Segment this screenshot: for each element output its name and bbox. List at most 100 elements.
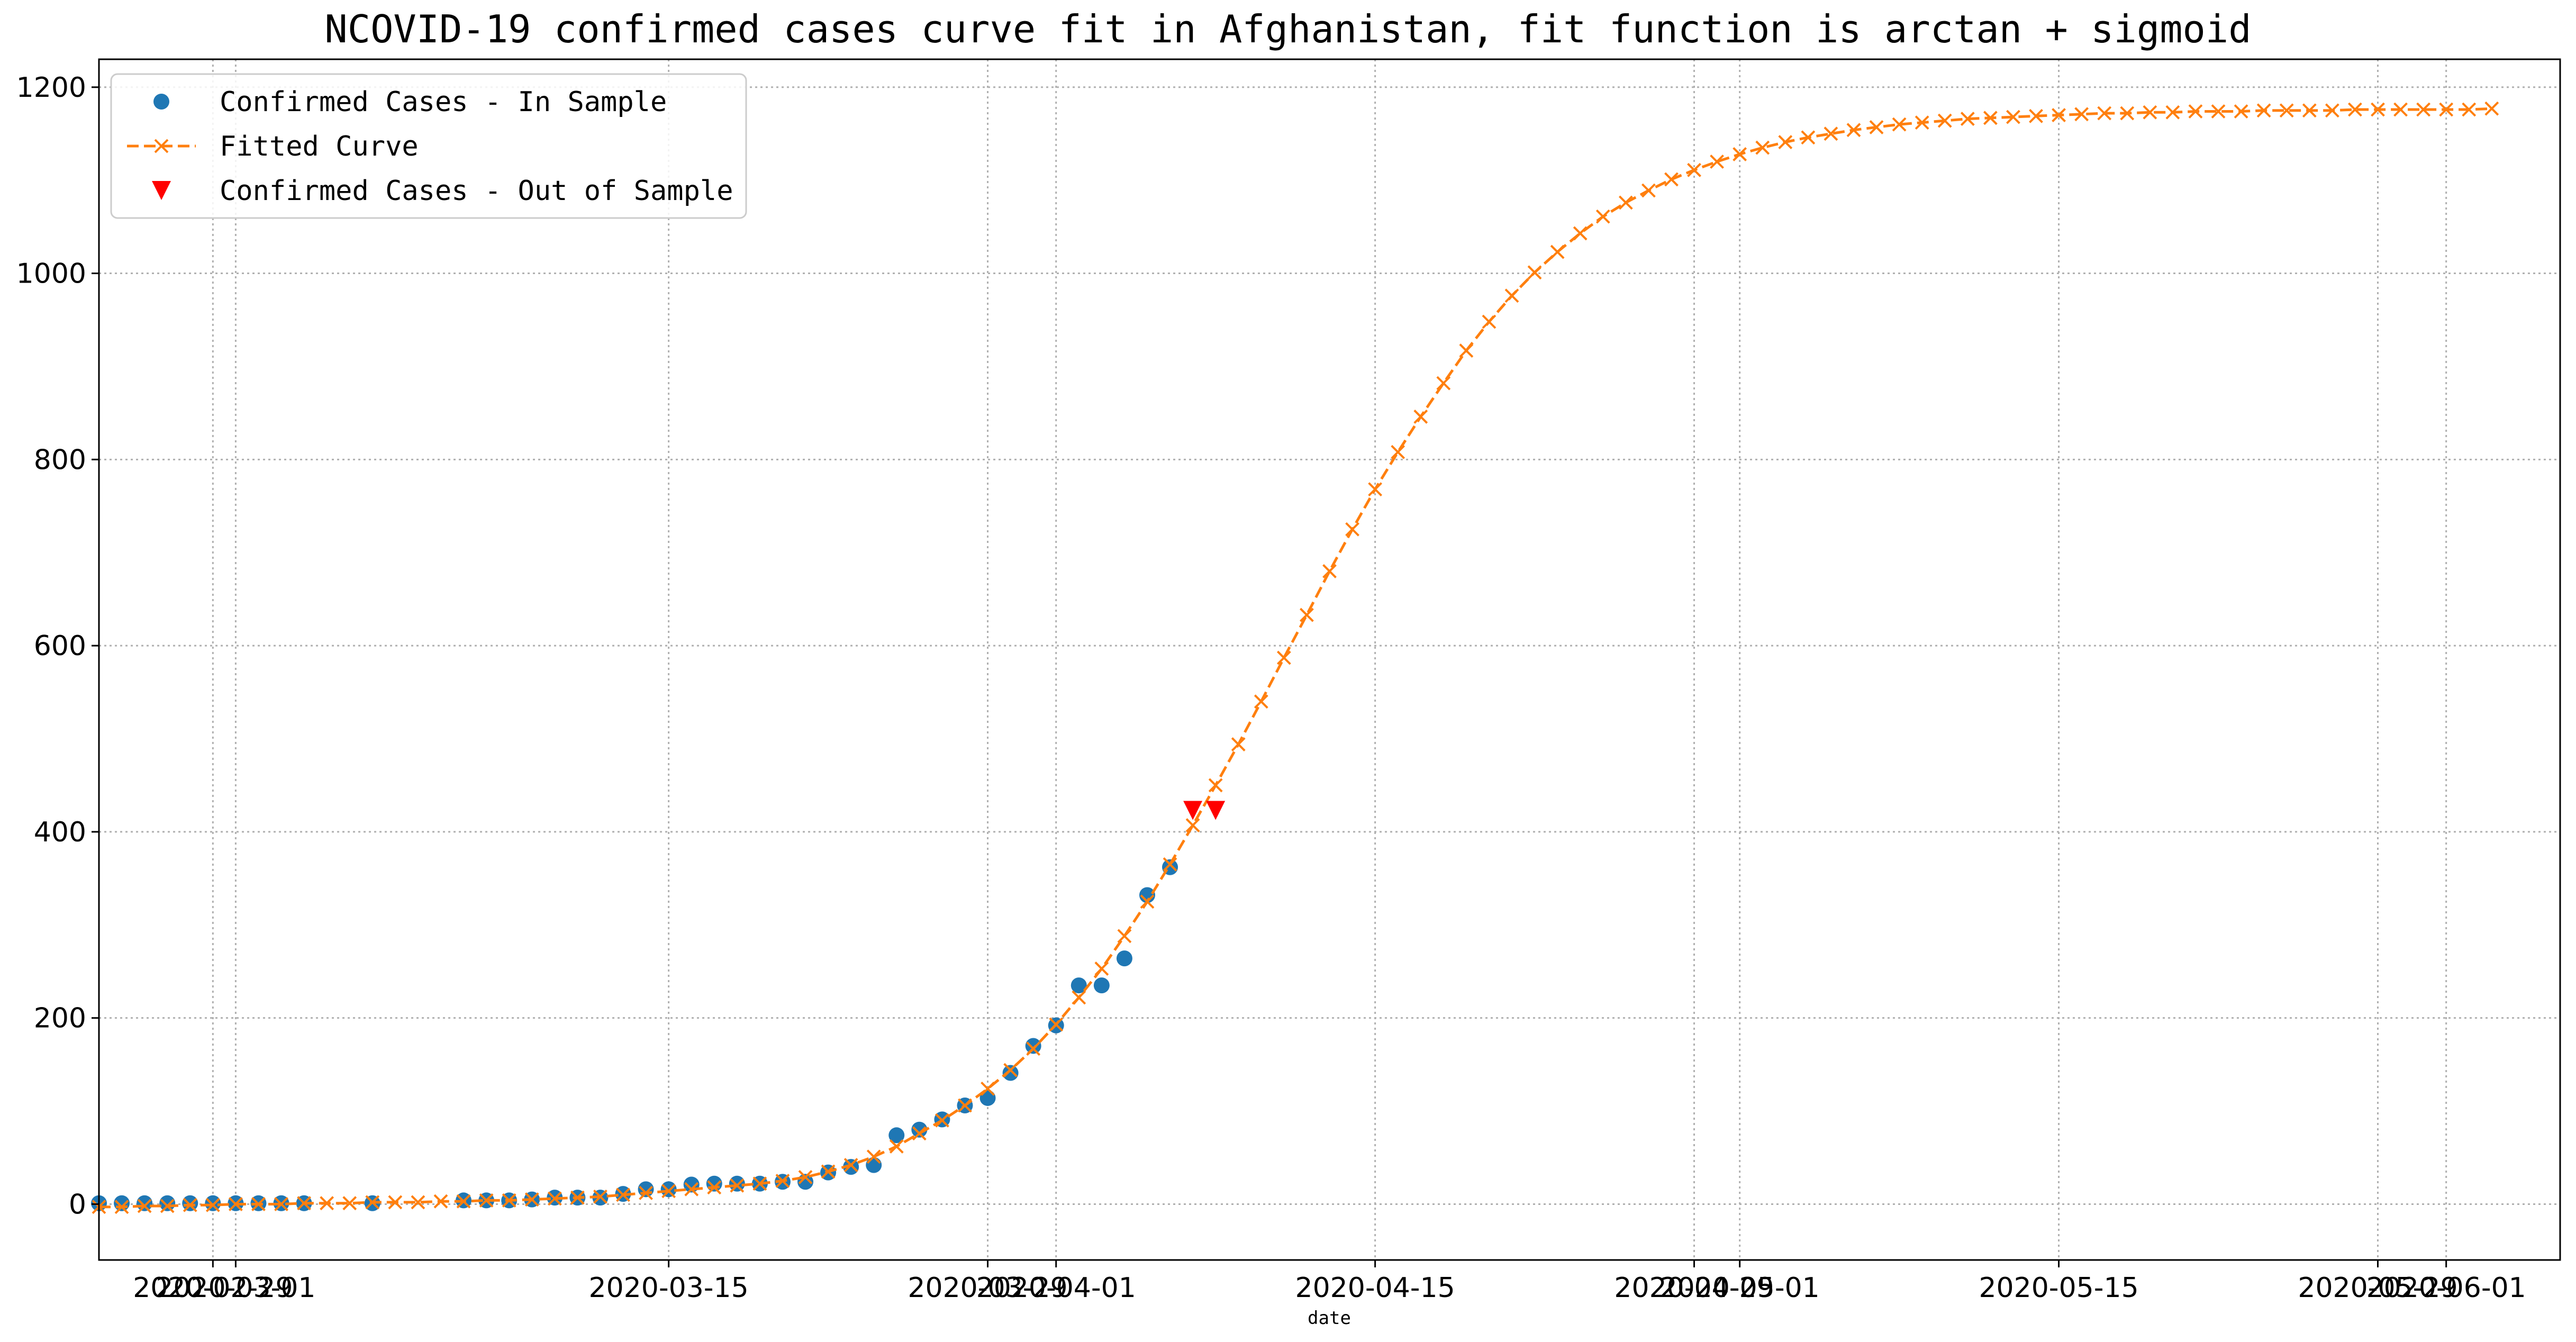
data-point (1846, 123, 1861, 138)
data-point (251, 1197, 266, 1211)
data-point (160, 1199, 175, 1213)
series-0 (91, 859, 1178, 1211)
data-point (2211, 104, 2226, 119)
data-point (1116, 950, 1132, 967)
legend-marker (154, 139, 169, 153)
data-point (593, 1189, 607, 1204)
data-point (2462, 102, 2477, 117)
data-point (1618, 195, 1633, 210)
data-point (2256, 103, 2271, 118)
data-point (524, 1192, 539, 1207)
x-tick-label: 2020-03-15 (589, 1272, 749, 1304)
data-point (660, 1181, 677, 1198)
data-point (1117, 929, 1132, 944)
data-point (114, 1200, 129, 1214)
legend-entry-label: Confirmed Cases - Out of Sample (220, 175, 733, 207)
data-point (274, 1197, 288, 1211)
data-point (639, 1185, 653, 1200)
data-point (1778, 135, 1793, 149)
data-point (798, 1170, 813, 1184)
data-point (1869, 120, 1884, 134)
x-tick-label: 2020-06-01 (2366, 1272, 2526, 1304)
data-point (1094, 962, 1109, 976)
data-point (2302, 103, 2317, 118)
data-point (958, 1098, 972, 1113)
data-point (616, 1187, 630, 1202)
data-point (159, 1195, 176, 1211)
data-point (1824, 126, 1838, 141)
data-point (1504, 288, 1519, 303)
data-point (888, 1127, 905, 1144)
data-point (1368, 482, 1383, 497)
data-point (684, 1182, 699, 1196)
y-tick-label: 800 (34, 444, 86, 476)
plot-frame (98, 58, 2561, 1261)
data-point (2439, 102, 2454, 117)
data-point (2097, 106, 2112, 121)
data-point (1482, 314, 1496, 329)
data-point (1276, 650, 1291, 665)
data-point (1026, 1041, 1041, 1056)
series-1 (92, 101, 2499, 1214)
data-point (1436, 376, 1451, 391)
data-point (1300, 607, 1314, 622)
data-point (1595, 209, 1610, 224)
x-tick-label: 2020-04-29 (1614, 1272, 1774, 1304)
data-point (1573, 226, 1588, 241)
data-point (1391, 445, 1405, 459)
plot-area-series (91, 101, 2499, 1214)
data-point (1641, 183, 1656, 198)
data-point (1755, 140, 1770, 155)
data-point (228, 1197, 243, 1211)
data-point (775, 1174, 790, 1188)
legend-marker (153, 94, 169, 110)
legend-box (110, 73, 747, 219)
data-point (1254, 694, 1268, 709)
data-point (1664, 172, 1679, 187)
data-point (182, 1195, 198, 1211)
data-point (843, 1159, 859, 1175)
data-point (502, 1193, 516, 1208)
y-tick-label: 1000 (16, 258, 86, 290)
data-point (2052, 108, 2066, 122)
legend-entry-label: Fitted Curve (220, 131, 419, 162)
data-point (843, 1158, 858, 1173)
data-point (1206, 801, 1226, 820)
data-point (2348, 102, 2362, 117)
data-point (1413, 410, 1428, 424)
data-point (1960, 112, 1975, 126)
data-point (1937, 113, 1952, 128)
data-point (981, 1081, 995, 1096)
data-point (1071, 977, 1087, 994)
data-point (1049, 1017, 1064, 1032)
data-point (1527, 265, 1542, 280)
data-point (707, 1180, 722, 1195)
data-point (137, 1199, 152, 1213)
data-point (1185, 818, 1200, 833)
data-point (479, 1193, 494, 1208)
chart-title: NCOVID-19 confirmed cases curve fit in A… (324, 7, 2251, 51)
data-point (2074, 107, 2089, 122)
data-point (137, 1195, 153, 1211)
data-point (342, 1196, 357, 1211)
data-point (433, 1194, 448, 1209)
axis-ticks: 0 200 400 600 800 1000 1200 2020-02-292020-03-0… (16, 72, 2526, 1304)
data-point (752, 1176, 767, 1191)
data-point (1915, 115, 1929, 130)
data-point (1892, 117, 1907, 132)
data-point (2006, 110, 2020, 124)
data-point (706, 1175, 722, 1192)
data-point (2143, 105, 2157, 120)
x-tick-label: 2020-05-29 (2298, 1272, 2457, 1304)
data-point (2120, 106, 2135, 121)
x-axis-label: date (1308, 1308, 1351, 1329)
data-point (2393, 102, 2408, 117)
data-point (1322, 564, 1337, 578)
data-point (935, 1113, 949, 1128)
data-point (2234, 104, 2248, 119)
y-tick-label: 200 (34, 1003, 86, 1035)
data-point (1208, 778, 1223, 793)
x-tick-label: 2020-05-15 (1979, 1272, 2138, 1304)
data-point (570, 1190, 585, 1205)
